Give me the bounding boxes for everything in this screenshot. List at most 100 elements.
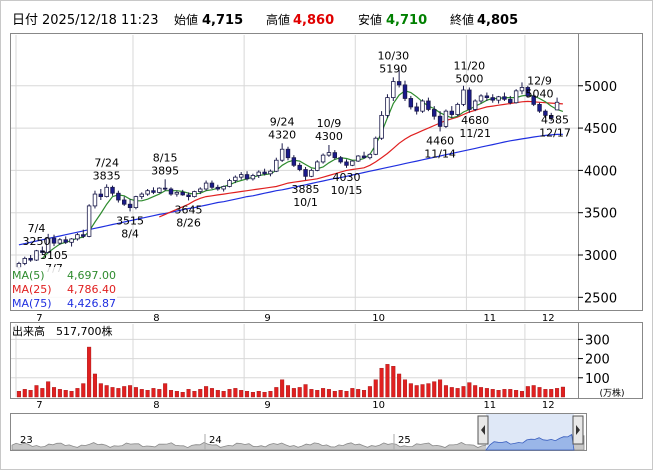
candle-body-down <box>122 199 127 205</box>
date-value: 2025/12/18 11:23 <box>42 13 159 28</box>
annotation-high-value: 3895 <box>151 164 179 177</box>
volume-bar <box>22 389 27 398</box>
candle-body-down <box>543 110 548 116</box>
candle <box>519 82 525 95</box>
candle-body-up <box>443 110 449 127</box>
volume-bar <box>479 387 484 398</box>
volume-bar <box>473 385 478 398</box>
candle-body-down <box>408 98 414 108</box>
candle <box>361 151 367 159</box>
volume-axis-panel <box>578 322 643 399</box>
volume-x-tick-label: 8 <box>153 400 159 411</box>
candle-body-down <box>209 182 215 188</box>
candle-body-up <box>238 174 244 178</box>
candle-body-down <box>81 234 86 237</box>
volume-bar <box>280 379 285 398</box>
candle <box>221 185 226 192</box>
volume-bar <box>315 390 320 398</box>
candle-body-up <box>174 191 180 195</box>
annotation-low-date: 12/17 <box>539 126 571 139</box>
ma75-value: 4,426.87 <box>67 297 116 310</box>
candle-body-down <box>110 186 115 194</box>
candle <box>28 255 33 262</box>
price-x-tick-label: 8 <box>153 313 159 324</box>
candle <box>174 190 180 197</box>
volume-x-tick-label: 11 <box>483 400 496 411</box>
candle <box>57 238 63 245</box>
volume-bar <box>555 388 560 398</box>
volume-bar <box>57 389 62 398</box>
volume-bar <box>531 385 536 398</box>
candle <box>92 190 98 209</box>
candle <box>203 180 209 191</box>
candle-body-down <box>63 239 68 243</box>
annotation-low-value: 4460 <box>426 134 454 147</box>
annotation-low-value: 4030 <box>332 171 360 184</box>
candle-body-down <box>490 97 495 101</box>
candle <box>396 69 402 88</box>
annotation-high-date: 7/4 <box>28 222 46 235</box>
volume-grid <box>11 324 578 397</box>
candle-body-down <box>402 84 408 99</box>
candle <box>543 109 548 118</box>
volume-bar <box>285 385 291 398</box>
volume-bar <box>116 388 121 398</box>
candle-body-down <box>168 188 174 195</box>
annotation-low-date: 8/26 <box>176 216 201 229</box>
candle <box>75 233 80 241</box>
volume-bar <box>362 390 367 398</box>
volume-bar <box>122 386 127 398</box>
volume-bar <box>250 391 255 398</box>
navigator-right-handle[interactable] <box>572 415 584 445</box>
candle <box>379 111 384 140</box>
candle <box>250 173 256 181</box>
candle-body-down <box>531 95 536 105</box>
volume-bar <box>426 383 431 398</box>
candle <box>408 95 414 110</box>
volume-bar <box>549 389 554 398</box>
volume-bar <box>128 385 133 398</box>
candle-body-down <box>361 155 367 159</box>
ma-legend: MA(5) 4,697.00 MA(25) 4,786.40 MA(75) 4,… <box>11 267 117 310</box>
candle-body-down <box>51 237 57 244</box>
candle-body-up <box>75 234 80 240</box>
annotation-high-value: 5190 <box>379 62 407 75</box>
candle-body-up <box>519 87 525 92</box>
candle <box>104 184 109 198</box>
candle <box>472 99 478 112</box>
volume-y-tick-label: 300 <box>585 333 610 348</box>
annotation-high-date: 11/20 <box>453 59 485 72</box>
annotation-high-date: 10/9 <box>317 117 342 130</box>
candle-body-up <box>198 188 203 192</box>
candle <box>303 167 308 181</box>
volume-x-axis: 7 8 9 10 11 12 <box>36 400 554 411</box>
low-value: 4,710 <box>386 13 427 28</box>
candle-body-up <box>554 101 560 111</box>
volume-bar <box>414 385 419 398</box>
candle <box>145 189 150 196</box>
volume-bar <box>227 389 232 398</box>
volume-bar <box>385 364 390 398</box>
candle <box>350 160 355 167</box>
candle <box>215 184 221 191</box>
volume-bar <box>110 387 115 398</box>
candle-body-up <box>227 180 232 187</box>
volume-bar <box>245 391 250 398</box>
candle <box>455 102 460 117</box>
candle <box>127 199 133 212</box>
volume-bar <box>514 390 519 398</box>
candle <box>537 102 542 113</box>
candle-body-up <box>274 159 279 172</box>
candle <box>133 195 139 210</box>
volume-bar <box>309 389 314 398</box>
annotation-low-value: 3515 <box>116 214 144 227</box>
candle <box>373 136 378 156</box>
navigator-left-handle[interactable] <box>477 415 489 445</box>
candle-body-up <box>139 193 144 198</box>
candle <box>508 95 513 105</box>
candle <box>34 249 39 261</box>
volume-x-tick-label: 10 <box>372 400 385 411</box>
volume-bar <box>496 390 501 398</box>
volume-bar <box>525 386 530 398</box>
